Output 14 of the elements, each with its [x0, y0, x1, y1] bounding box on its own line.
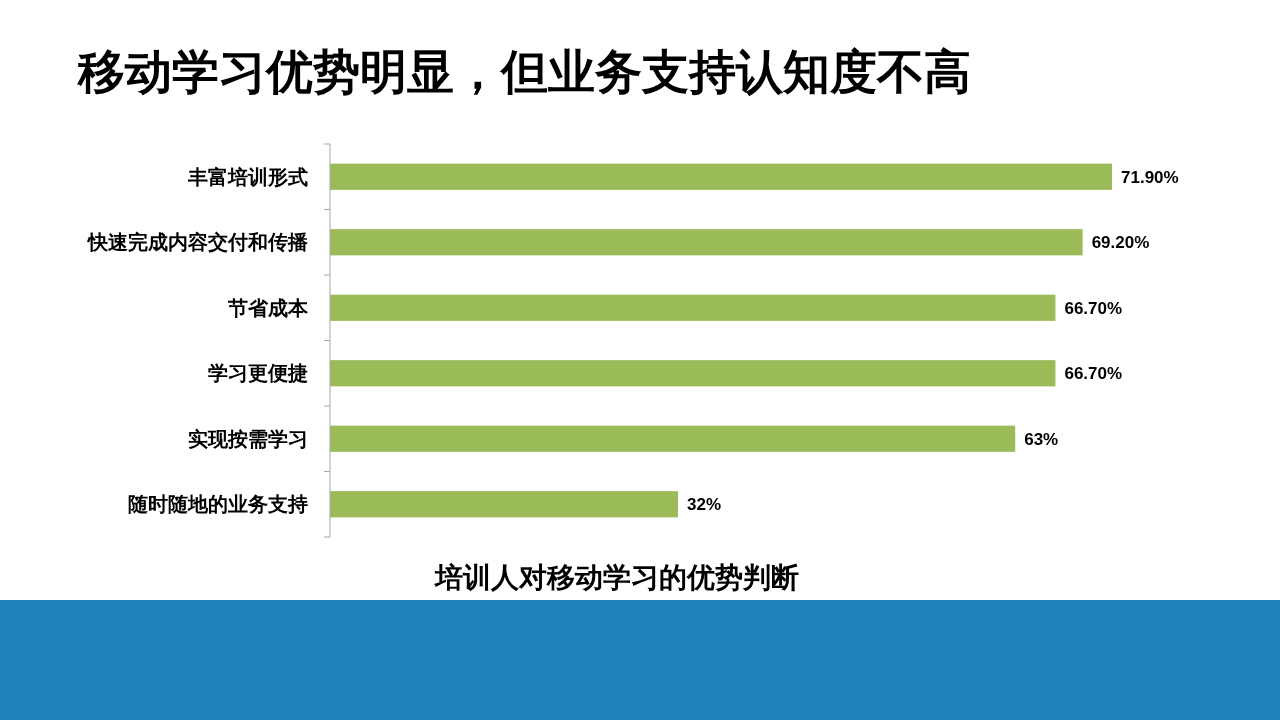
y-tick-label: 快速完成内容交付和传播 [86, 231, 309, 254]
y-tick-label: 学习更便捷 [208, 362, 308, 385]
data-label: 66.70% [1064, 364, 1123, 384]
y-tick-label: 节省成本 [227, 296, 309, 319]
x-axis-title: 培训人对移动学习的优势判断 [433, 562, 799, 593]
data-label: 63% [1024, 429, 1059, 449]
y-tick-label: 丰富培训形式 [187, 165, 308, 188]
data-label: 32% [687, 495, 722, 515]
data-label: 69.20% [1091, 233, 1150, 253]
chart-title: 移动学习优势明显，但业务支持认知度不高 [77, 45, 971, 98]
y-tick-label: 随时随地的业务支持 [128, 493, 308, 516]
data-label: 66.70% [1064, 298, 1123, 318]
y-tick-label: 实现按需学习 [188, 427, 308, 450]
data-label: 71.90% [1121, 167, 1179, 187]
